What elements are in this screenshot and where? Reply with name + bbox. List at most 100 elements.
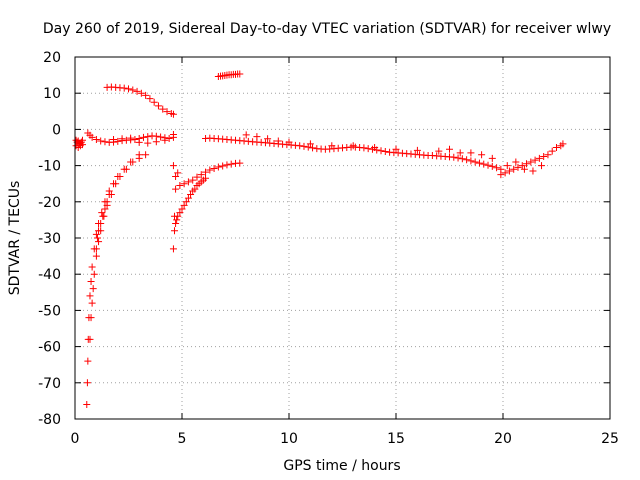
data-point [227,160,235,168]
y-tick-label: -40 [38,267,61,283]
data-point [210,164,218,172]
data-point [88,299,96,307]
data-point [360,144,368,152]
data-point [458,155,466,163]
y-tick-label: 0 [52,122,61,138]
y-tick-label: 20 [43,50,61,66]
plot-frame [74,56,611,420]
data-point [103,198,111,206]
data-point [527,158,535,166]
data-point [300,142,308,150]
data-point [133,87,141,95]
data-point [93,234,101,242]
data-point [285,138,293,146]
series-post-gap-lower [171,174,210,235]
series-steep-arc-c [92,191,113,253]
data-point [135,154,143,162]
data-point [364,145,372,153]
data-point [86,292,94,300]
series-steep-arc-a [83,151,143,409]
tick-labels: 0 5 10 15 20 25 -80 -70 -60 -50 -40 -30 -20 -10 0 10 20 [38,50,619,447]
data-point [377,147,385,155]
data-point [191,185,199,193]
data-point [171,227,179,235]
data-point [184,194,192,202]
x-tick-label: 0 [71,431,80,447]
data-point [381,147,389,155]
data-point [202,174,210,182]
data-point [159,105,167,113]
data-point [242,131,250,139]
data-point [152,138,160,146]
data-point [131,136,139,144]
data-point [306,140,314,148]
data-point [553,144,560,151]
data-point [349,142,357,150]
y-tick-label: -60 [38,340,61,356]
data-point [178,205,186,213]
data-point [456,149,464,157]
data-point [157,133,165,141]
data-point [475,159,483,167]
data-point [129,158,137,166]
data-marks [72,70,567,409]
data-point [187,191,195,199]
data-point [488,154,496,162]
data-point [184,178,192,186]
data-point [371,144,379,151]
data-point [163,108,171,116]
data-point [87,314,95,322]
data-point [219,162,227,170]
data-point [328,142,336,150]
x-axis-title: GPS time / hours [283,458,400,474]
data-point [214,163,222,171]
data-point [95,238,103,246]
data-point [87,277,95,285]
data-point [538,162,546,170]
data-point [97,220,105,228]
data-point [413,146,421,154]
data-point [125,85,132,93]
data-point [142,91,150,99]
data-point [505,167,513,175]
data-point [529,167,537,175]
data-point [171,212,179,220]
data-point [493,164,501,172]
y-axis-title: SDTVAR / TECUs [7,181,23,296]
x-tick-label: 10 [280,431,298,447]
data-point [127,134,135,142]
data-point [172,172,180,180]
data-point [467,157,475,165]
data-point [172,220,180,228]
data-point [105,191,113,199]
data-point [129,86,137,94]
series-short-upper [214,70,244,81]
data-point [463,156,471,164]
data-point [83,379,91,387]
data-point [142,151,150,159]
data-point [90,270,98,278]
data-point [523,160,531,168]
data-point [484,161,492,169]
data-point [197,171,205,179]
data-point [83,401,91,409]
x-tick-label: 25 [601,431,619,447]
data-point [144,139,152,147]
data-point [150,98,158,106]
data-point [548,147,556,155]
series-near-zero-early [84,129,177,147]
data-point [161,136,169,144]
data-point [180,201,188,209]
data-point [446,145,453,153]
data-point [497,171,505,179]
data-point [223,161,231,169]
data-point [169,130,177,138]
data-point [544,151,552,159]
data-point [478,151,486,159]
data-point [169,110,177,118]
y-tick-label: -20 [38,195,61,211]
data-point [135,138,143,146]
data-point [193,173,201,181]
data-point [189,176,197,184]
y-tick-label: -80 [38,412,61,428]
